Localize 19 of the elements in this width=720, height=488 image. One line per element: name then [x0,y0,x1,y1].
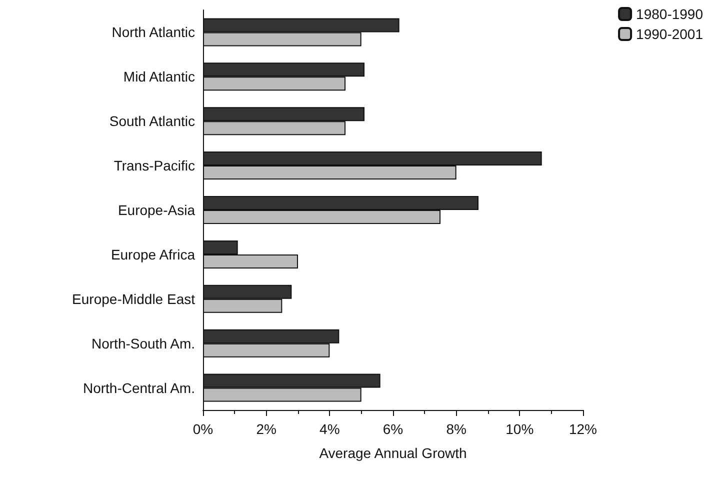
x-tick-label: 6% [382,421,404,437]
x-tick-label: 4% [320,421,340,437]
x-axis-title: Average Annual Growth [319,445,467,461]
y-tick-label: North-Central Am. [82,380,195,396]
legend-label: 1980-1990 [636,6,704,22]
y-tick-label: North-South Am. [92,335,195,352]
x-tick-label: 10% [506,421,534,437]
legend-label: 1990-2001 [636,26,704,42]
x-tick-label: 12% [568,421,598,437]
y-tick-label: South Atlantic [109,113,195,130]
x-tick-label: 2% [256,421,276,437]
y-tick-label: Europe-Middle East [72,290,196,307]
y-tick-label: North Atlantic [112,24,195,40]
x-tick-label: 0% [192,421,214,437]
y-tick-label: Europe-Asia [118,202,196,218]
y-tick-label: Trans-Pacific [114,158,195,174]
y-tick-label: Europe Africa [110,246,196,262]
y-tick-label: Mid Atlantic [123,68,195,85]
x-tick-label: 8% [446,421,466,437]
